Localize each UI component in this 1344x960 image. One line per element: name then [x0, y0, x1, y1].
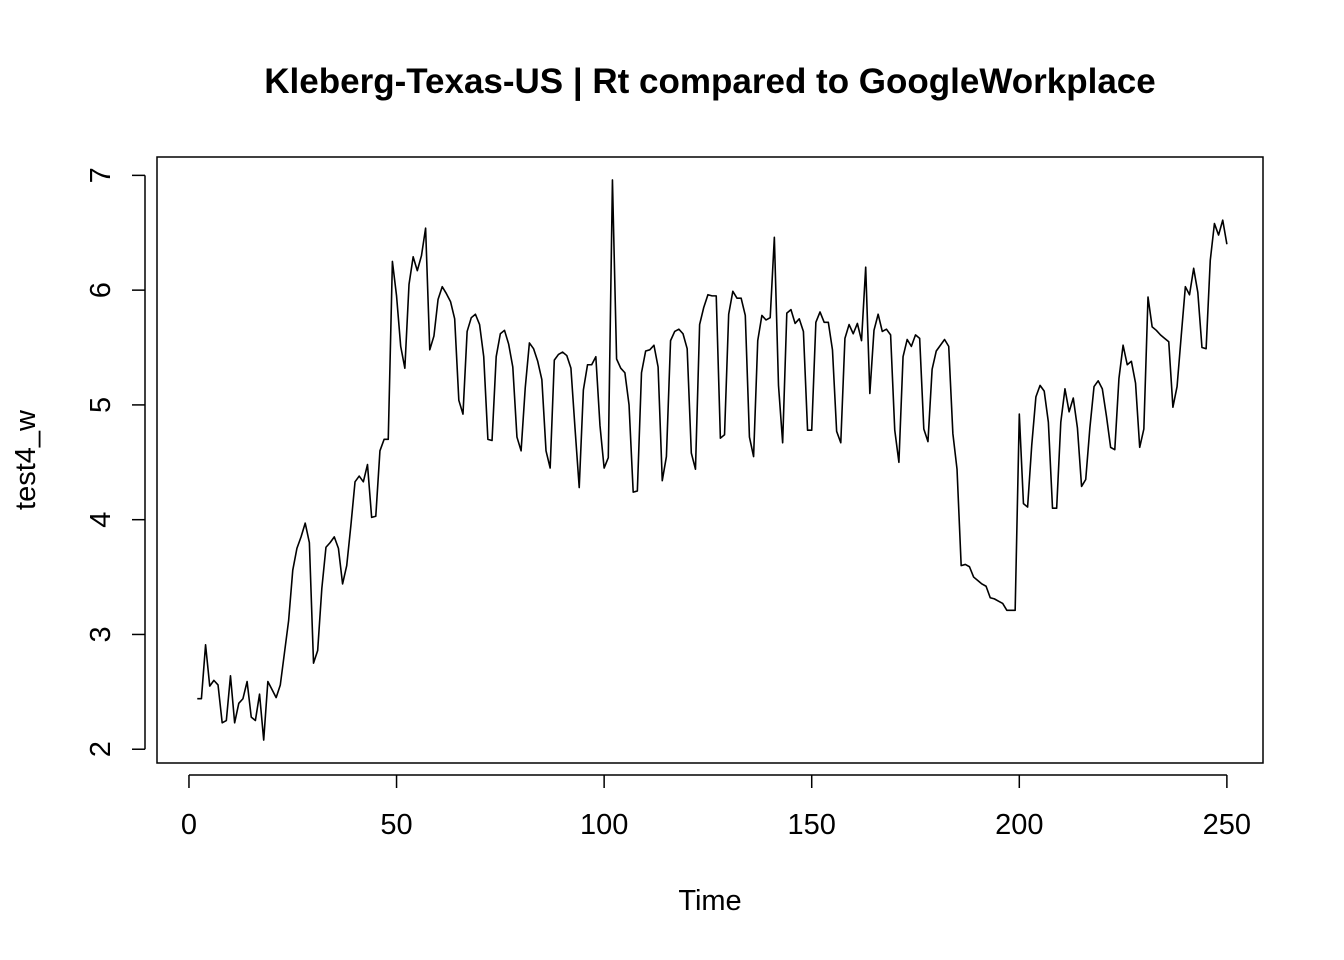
x-axis-label: Time: [678, 885, 741, 917]
x-tick-label: 0: [181, 809, 197, 841]
plot-frame: [156, 156, 1264, 764]
x-tick-label: 200: [995, 809, 1043, 841]
x-tick-label: 250: [1203, 809, 1251, 841]
y-tick-label: 2: [85, 741, 117, 757]
x-tick-label: 150: [788, 809, 836, 841]
y-axis-label: test4_w: [10, 409, 42, 510]
chart-title: Kleberg-Texas-US | Rt compared to Google…: [264, 62, 1155, 101]
y-tick-label: 5: [85, 397, 117, 413]
x-axis: 0 50 100 150 200 250: [181, 774, 1251, 841]
x-tick-label: 100: [580, 809, 628, 841]
y-tick-label: 6: [85, 282, 117, 298]
x-tick-label: 50: [380, 809, 412, 841]
series-line: [197, 179, 1228, 741]
y-tick-label: 3: [85, 626, 117, 642]
y-axis: 2 3 4 5 6 7: [85, 167, 146, 757]
y-tick-label: 4: [85, 512, 117, 528]
y-tick-label: 7: [85, 167, 117, 183]
